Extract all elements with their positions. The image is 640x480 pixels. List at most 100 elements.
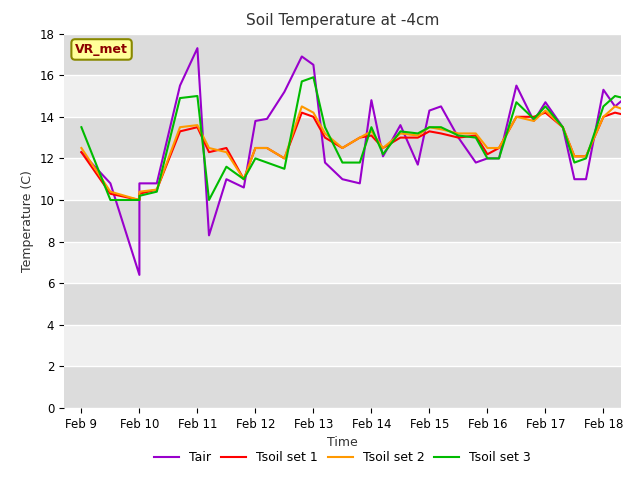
Bar xyxy=(64,325,621,366)
Tsoil set 1 xyxy=(356,135,364,141)
Tair xyxy=(205,232,213,238)
Tsoil set 3 xyxy=(513,99,520,105)
Tair xyxy=(252,118,259,124)
Tsoil set 2 xyxy=(628,110,636,116)
Tsoil set 3 xyxy=(628,97,636,103)
Tsoil set 2 xyxy=(153,187,161,192)
Bar xyxy=(64,283,621,325)
Tair xyxy=(223,176,230,182)
Bar xyxy=(64,366,621,408)
Tair xyxy=(414,162,422,168)
Tsoil set 2 xyxy=(77,145,85,151)
Tsoil set 1 xyxy=(193,124,201,130)
Tsoil set 2 xyxy=(559,124,566,130)
Tsoil set 2 xyxy=(611,104,619,109)
Tsoil set 2 xyxy=(280,156,288,161)
Tsoil set 3 xyxy=(339,160,346,166)
Tsoil set 1 xyxy=(367,132,375,138)
Tair xyxy=(339,176,346,182)
Tsoil set 2 xyxy=(414,132,422,138)
Tsoil set 2 xyxy=(356,135,364,141)
Line: Tair: Tair xyxy=(81,48,640,275)
Tsoil set 3 xyxy=(379,151,387,157)
Bar xyxy=(64,200,621,241)
Tsoil set 2 xyxy=(484,145,492,151)
Tsoil set 3 xyxy=(472,135,479,141)
Tair xyxy=(628,89,636,95)
Tsoil set 2 xyxy=(321,131,329,136)
Bar xyxy=(64,241,621,283)
Tair xyxy=(437,104,445,109)
Tair xyxy=(530,118,538,124)
Tsoil set 2 xyxy=(136,189,143,194)
Tsoil set 3 xyxy=(559,124,566,130)
Tsoil set 1 xyxy=(339,145,346,151)
Tair xyxy=(541,99,549,105)
Tsoil set 3 xyxy=(600,104,607,109)
Tsoil set 3 xyxy=(240,176,248,182)
Bar xyxy=(64,117,621,158)
Tair xyxy=(472,160,479,166)
Tsoil set 1 xyxy=(571,154,579,159)
Tsoil set 1 xyxy=(136,191,143,197)
Tsoil set 3 xyxy=(77,124,85,130)
Tsoil set 1 xyxy=(611,110,619,116)
Tsoil set 1 xyxy=(280,156,288,161)
Tsoil set 1 xyxy=(298,110,306,116)
Tair xyxy=(611,104,619,109)
Tsoil set 1 xyxy=(628,114,636,120)
Tsoil set 2 xyxy=(252,145,259,151)
Tair xyxy=(379,154,387,159)
Tair xyxy=(193,45,201,51)
Tsoil set 1 xyxy=(559,124,566,130)
Tsoil set 1 xyxy=(379,145,387,151)
Tsoil set 3 xyxy=(356,160,364,166)
Tsoil set 2 xyxy=(176,124,184,130)
Tsoil set 3 xyxy=(252,156,259,161)
Tsoil set 3 xyxy=(136,197,143,203)
Tsoil set 3 xyxy=(437,124,445,130)
Tsoil set 2 xyxy=(530,118,538,124)
Tsoil set 2 xyxy=(541,108,549,113)
Tsoil set 3 xyxy=(223,164,230,169)
Tair xyxy=(495,156,503,161)
Tsoil set 1 xyxy=(136,197,143,203)
Tsoil set 2 xyxy=(379,145,387,151)
Text: VR_met: VR_met xyxy=(75,43,128,56)
Tsoil set 3 xyxy=(367,124,375,130)
Tsoil set 3 xyxy=(454,132,462,138)
Line: Tsoil set 3: Tsoil set 3 xyxy=(81,77,640,200)
Tsoil set 3 xyxy=(106,197,114,203)
Tsoil set 3 xyxy=(298,79,306,84)
Tsoil set 3 xyxy=(571,160,579,166)
Tsoil set 3 xyxy=(582,156,590,161)
Tsoil set 1 xyxy=(530,114,538,120)
Tsoil set 1 xyxy=(77,149,85,155)
Tsoil set 3 xyxy=(193,93,201,99)
Tsoil set 2 xyxy=(193,122,201,128)
Tsoil set 2 xyxy=(298,104,306,109)
Tsoil set 1 xyxy=(153,187,161,192)
Tsoil set 1 xyxy=(263,145,271,151)
Tsoil set 2 xyxy=(437,126,445,132)
Tsoil set 1 xyxy=(310,114,317,120)
Tsoil set 2 xyxy=(240,176,248,182)
Tair xyxy=(582,176,590,182)
Line: Tsoil set 2: Tsoil set 2 xyxy=(81,107,640,200)
Tsoil set 3 xyxy=(176,95,184,101)
Tair xyxy=(106,180,114,186)
Tair xyxy=(136,272,143,278)
Tair xyxy=(600,87,607,93)
Tsoil set 1 xyxy=(454,135,462,141)
Tair xyxy=(513,83,520,88)
Tsoil set 2 xyxy=(367,129,375,134)
Bar xyxy=(64,34,621,75)
Tair xyxy=(454,135,462,141)
Tsoil set 1 xyxy=(426,129,433,134)
Tsoil set 3 xyxy=(484,156,492,161)
Tsoil set 2 xyxy=(223,149,230,155)
Tsoil set 1 xyxy=(495,145,503,151)
Line: Tsoil set 1: Tsoil set 1 xyxy=(81,113,640,200)
Tsoil set 3 xyxy=(530,116,538,122)
Tsoil set 2 xyxy=(571,154,579,159)
